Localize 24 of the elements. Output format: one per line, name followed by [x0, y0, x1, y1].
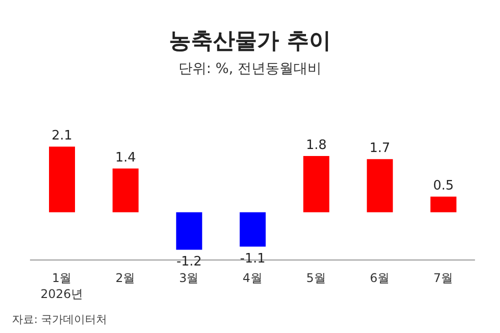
bar — [112, 168, 139, 212]
data-label: 0.5 — [433, 178, 454, 194]
bar — [430, 196, 456, 212]
x-tick-label: 5월 — [306, 271, 326, 285]
chart-title: 농축산물가 추이 — [168, 28, 332, 56]
bar — [303, 156, 330, 212]
bar — [366, 159, 393, 212]
data-label: 1.4 — [115, 150, 136, 166]
x-tick-label: 4월 — [242, 271, 262, 285]
x-tick-label: 6월 — [370, 271, 390, 285]
data-label: -1.1 — [240, 252, 266, 267]
x-tick-label: 1월 2026년 — [40, 271, 84, 301]
data-label: 1.8 — [306, 138, 327, 153]
x-tick-label: 2월 — [116, 271, 136, 285]
bar — [176, 212, 202, 250]
data-label: -1.2 — [176, 254, 202, 270]
data-label: 1.7 — [370, 141, 390, 156]
text: 자료: 국가데이터처 — [12, 312, 108, 327]
x-tick-label: 7월 — [433, 271, 454, 285]
data-label: 2.1 — [52, 128, 72, 144]
x-tick-label: 3월 — [179, 271, 199, 285]
bar — [49, 146, 75, 212]
chart-subtitle: 단위: %, 전년동월대비 — [177, 60, 323, 78]
bar — [240, 212, 266, 247]
